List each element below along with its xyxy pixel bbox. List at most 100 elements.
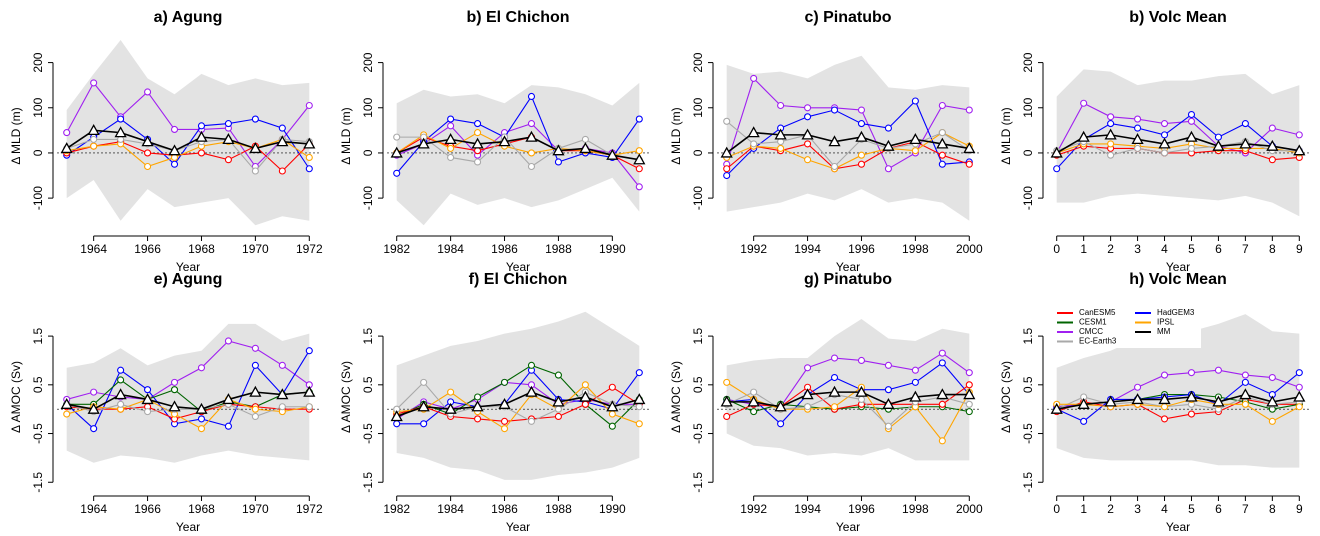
marker xyxy=(635,115,643,123)
marker xyxy=(830,403,839,411)
marker xyxy=(474,393,482,401)
marker xyxy=(1239,137,1252,149)
marker xyxy=(1158,137,1171,149)
marker xyxy=(720,395,733,407)
x-tick-label: 9 xyxy=(1296,242,1303,256)
marker xyxy=(90,79,98,87)
series-line xyxy=(726,384,970,417)
marker xyxy=(276,388,289,400)
marker xyxy=(417,137,430,149)
marker xyxy=(965,369,973,377)
x-tick-label: 1988 xyxy=(545,502,572,516)
spread-band xyxy=(1056,314,1300,468)
marker xyxy=(857,120,866,128)
panel-title: f) El Chichon xyxy=(469,271,568,288)
series-line xyxy=(396,364,640,427)
marker xyxy=(1293,144,1306,156)
marker xyxy=(774,400,787,412)
marker xyxy=(884,386,892,394)
x-tick-label: 3 xyxy=(1134,242,1141,256)
marker xyxy=(1214,366,1222,374)
x-tick-label: 1966 xyxy=(134,502,161,516)
marker xyxy=(278,361,286,369)
marker xyxy=(117,135,125,143)
series-line xyxy=(726,398,970,413)
marker xyxy=(197,364,206,372)
legend-box xyxy=(1051,306,1201,348)
marker xyxy=(170,386,179,394)
marker xyxy=(828,385,841,397)
marker xyxy=(1214,133,1222,141)
marker xyxy=(1134,383,1142,391)
marker xyxy=(884,361,892,369)
marker xyxy=(884,124,892,132)
marker xyxy=(500,425,509,433)
y-tick-label: -0.5 xyxy=(31,423,45,444)
marker xyxy=(635,147,643,155)
series-line xyxy=(66,403,310,420)
x-tick-label: 1984 xyxy=(437,242,464,256)
marker xyxy=(855,130,868,142)
marker xyxy=(1160,371,1169,379)
marker xyxy=(750,388,758,396)
x-axis-label: Year xyxy=(1166,520,1190,534)
y-axis-label: Δ MLD (m) xyxy=(339,107,353,164)
marker xyxy=(90,425,98,433)
marker xyxy=(777,138,785,146)
marker xyxy=(474,129,482,137)
marker xyxy=(608,422,616,430)
y-tick-label: -100 xyxy=(31,186,45,210)
marker xyxy=(63,410,71,418)
marker xyxy=(1160,149,1169,157)
marker xyxy=(857,356,866,365)
marker xyxy=(608,410,616,418)
y-axis-label: Δ MLD (m) xyxy=(9,107,23,164)
marker xyxy=(911,378,919,386)
marker xyxy=(581,135,589,143)
marker xyxy=(1187,410,1196,418)
x-tick-label: 1972 xyxy=(296,242,323,256)
x-tick-label: 0 xyxy=(1053,502,1060,516)
marker xyxy=(117,376,125,384)
x-tick-label: 1992 xyxy=(740,242,767,256)
x-tick-label: 1982 xyxy=(383,242,410,256)
marker xyxy=(393,420,401,428)
marker xyxy=(1107,120,1115,128)
marker xyxy=(830,106,839,114)
marker xyxy=(390,146,403,158)
y-tick-label: -0.5 xyxy=(691,423,705,444)
series-line xyxy=(1056,134,1300,154)
marker xyxy=(1266,395,1279,407)
marker xyxy=(579,390,592,402)
x-tick-label: 1970 xyxy=(242,242,269,256)
marker xyxy=(1295,131,1303,139)
spread-band xyxy=(66,323,310,463)
marker xyxy=(224,422,232,430)
marker xyxy=(1295,403,1303,411)
marker xyxy=(525,385,538,397)
x-tick-label: 1992 xyxy=(740,502,767,516)
series-line xyxy=(396,391,640,418)
marker xyxy=(393,169,401,177)
marker xyxy=(857,160,866,168)
x-tick-label: 1968 xyxy=(188,242,215,256)
marker xyxy=(527,417,536,425)
marker xyxy=(1241,400,1249,408)
y-tick-label: 1.5 xyxy=(1021,327,1035,344)
marker xyxy=(527,361,536,369)
marker xyxy=(606,148,619,160)
series-line xyxy=(66,81,310,168)
x-tick-label: 2000 xyxy=(956,242,983,256)
marker xyxy=(1293,390,1306,402)
marker xyxy=(723,165,731,173)
marker xyxy=(608,383,616,391)
y-tick-label: 200 xyxy=(691,52,705,72)
marker xyxy=(963,388,976,400)
y-tick-label: 1.5 xyxy=(361,327,375,344)
marker xyxy=(527,162,536,171)
marker xyxy=(444,133,457,145)
marker xyxy=(750,140,758,148)
x-tick-label: 1988 xyxy=(545,242,572,256)
marker xyxy=(1131,393,1144,405)
series-line xyxy=(66,138,310,172)
